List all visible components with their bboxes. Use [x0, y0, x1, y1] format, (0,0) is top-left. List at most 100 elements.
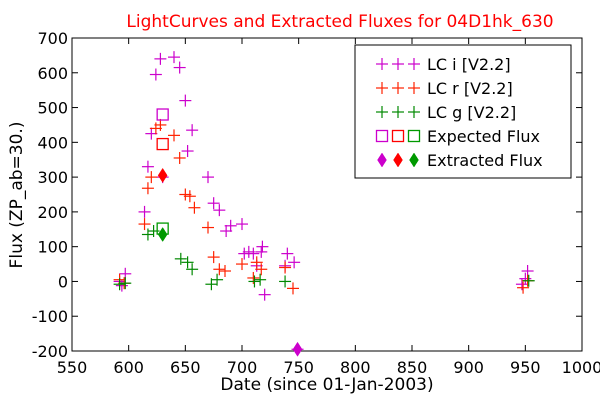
- legend-marker: [393, 152, 403, 168]
- data-point-plus: [255, 245, 268, 258]
- data-point-plus: [174, 252, 187, 265]
- x-tick-label: 1000: [562, 358, 600, 377]
- x-tick-label: 850: [397, 358, 428, 377]
- y-tick-label: 500: [37, 99, 68, 118]
- x-tick-label: 800: [340, 358, 371, 377]
- data-point-plus: [186, 263, 199, 276]
- legend-marker: [392, 82, 404, 94]
- data-point-plus: [519, 272, 532, 285]
- data-point-plus: [287, 282, 299, 295]
- legend-marker: [376, 58, 388, 70]
- extracted-flux-marker: [157, 167, 168, 183]
- x-tick-label: 950: [510, 358, 541, 377]
- expected-flux-marker: [156, 108, 169, 121]
- legend-marker: [409, 152, 419, 168]
- data-point-plus: [141, 160, 154, 173]
- expected-flux-marker: [156, 137, 169, 151]
- x-tick-label: 550: [57, 358, 88, 377]
- legend-label: Expected Flux: [427, 127, 540, 146]
- data-point-plus: [279, 261, 292, 274]
- data-point-plus: [255, 263, 268, 276]
- legend-marker: [407, 129, 421, 143]
- x-tick-label: 650: [170, 358, 201, 377]
- legend-item: LC i [V2.2]: [376, 55, 511, 74]
- data-point-plus: [183, 190, 196, 203]
- data-point-plus: [224, 219, 237, 232]
- legend-item: LC g [V2.2]: [376, 103, 516, 122]
- data-point-plus: [247, 247, 260, 260]
- y-tick-label: 400: [37, 133, 68, 152]
- data-point-plus: [119, 277, 132, 290]
- legend-marker: [377, 152, 387, 168]
- axis-ticks: 550 600 650 700 750 800 850 900 950 1000 -200 -100 0…: [32, 29, 600, 377]
- legend-marker: [408, 58, 420, 70]
- data-point-plus: [258, 288, 271, 301]
- y-tick-label: -200: [32, 342, 68, 361]
- data-point-plus: [186, 124, 199, 137]
- data-point-plus: [211, 273, 224, 286]
- legend-label: Extracted Flux: [427, 151, 543, 170]
- x-tick-label: 700: [227, 358, 258, 377]
- legend-box: [354, 44, 572, 179]
- extracted-flux-marker: [292, 341, 303, 357]
- legend-marker: [392, 58, 404, 70]
- x-axis-title: Date (since 01-Jan-2003): [220, 375, 433, 395]
- data-point-plus: [250, 256, 263, 269]
- data-points: [113, 51, 535, 357]
- data-point-plus: [188, 201, 201, 214]
- data-point-plus: [213, 204, 226, 217]
- data-point-plus: [138, 205, 151, 218]
- data-point-plus: [517, 281, 530, 294]
- data-point-plus: [219, 265, 231, 278]
- data-point-plus: [141, 182, 154, 195]
- y-tick-label: 0: [58, 272, 68, 291]
- data-point-plus: [168, 129, 180, 142]
- legend-marker: [375, 129, 389, 143]
- legend-label: LC r [V2.2]: [427, 79, 513, 98]
- data-point-plus: [288, 256, 301, 269]
- extracted-flux-marker: [157, 227, 168, 242]
- y-tick-label: 200: [37, 203, 68, 222]
- data-point-plus: [138, 218, 151, 231]
- y-tick-label: -100: [32, 307, 68, 326]
- legend-marker: [392, 106, 404, 118]
- legend-label: LC g [V2.2]: [427, 103, 516, 122]
- data-point-plus: [247, 271, 260, 284]
- legend-marker: [391, 129, 405, 143]
- data-point-plus: [213, 263, 226, 276]
- data-point-plus: [254, 273, 267, 286]
- y-tick-label: 700: [37, 29, 68, 48]
- plot-frame: [71, 37, 583, 352]
- legend-item: Extracted Flux: [377, 151, 543, 170]
- y-tick-label: 100: [37, 238, 68, 257]
- legend-item: LC r [V2.2]: [376, 79, 513, 98]
- legend-marker: [408, 82, 420, 94]
- legend-marker: [408, 106, 420, 118]
- legend-marker: [376, 82, 388, 94]
- chart-title: LightCurves and Extracted Fluxes for 04D…: [126, 12, 553, 32]
- x-tick-label: 600: [113, 358, 144, 377]
- data-point-plus: [181, 145, 194, 158]
- y-tick-label: 300: [37, 168, 68, 187]
- data-point-plus: [248, 275, 261, 288]
- data-point-plus: [154, 52, 167, 65]
- data-point-plus: [179, 94, 192, 107]
- data-point-plus: [113, 278, 126, 291]
- legend-marker: [376, 106, 388, 118]
- data-point-plus: [236, 218, 248, 231]
- x-tick-label: 750: [283, 358, 314, 377]
- data-point-plus: [207, 251, 220, 264]
- data-point-plus: [515, 278, 528, 291]
- data-point-plus: [281, 247, 294, 260]
- y-tick-label: 600: [37, 64, 68, 83]
- data-point-plus: [279, 275, 292, 288]
- data-point-plus: [145, 171, 158, 184]
- legend-label: LC i [V2.2]: [427, 55, 511, 74]
- data-point-plus: [173, 151, 186, 164]
- data-point-plus: [202, 221, 214, 234]
- x-tick-label: 900: [453, 358, 484, 377]
- data-point-plus: [181, 256, 194, 269]
- data-point-plus: [173, 61, 186, 74]
- legend-item: Expected Flux: [375, 127, 540, 146]
